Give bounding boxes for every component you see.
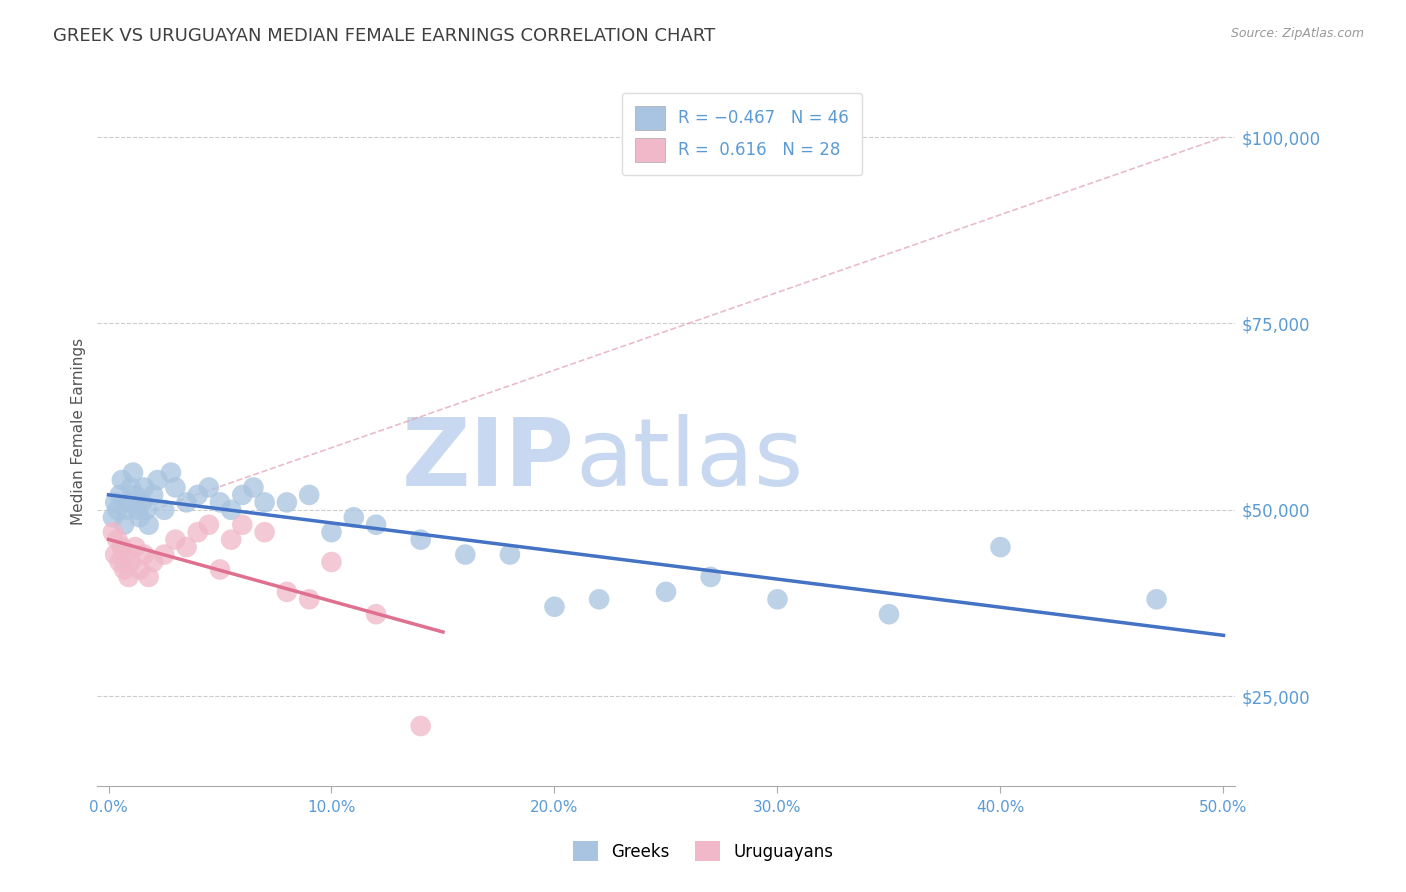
Point	[153, 503, 176, 517]
Point	[409, 719, 432, 733]
Point	[298, 488, 321, 502]
Point	[165, 480, 187, 494]
Point	[107, 533, 129, 547]
Point	[242, 480, 264, 494]
Point	[115, 548, 138, 562]
Point	[699, 570, 721, 584]
Point	[231, 517, 253, 532]
Point	[276, 495, 298, 509]
Point	[208, 562, 231, 576]
Point	[343, 510, 366, 524]
Point	[1146, 592, 1168, 607]
Point	[115, 503, 138, 517]
Point	[112, 562, 135, 576]
Point	[655, 584, 678, 599]
Point	[108, 555, 131, 569]
Point	[219, 503, 242, 517]
Point	[138, 517, 160, 532]
Y-axis label: Median Female Earnings: Median Female Earnings	[72, 338, 86, 525]
Point	[176, 540, 198, 554]
Point	[454, 548, 477, 562]
Point	[253, 525, 276, 540]
Point	[409, 533, 432, 547]
Point	[146, 473, 169, 487]
Point	[176, 495, 198, 509]
Point	[124, 488, 146, 502]
Point	[111, 540, 134, 554]
Point	[101, 510, 124, 524]
Point	[131, 495, 153, 509]
Point	[276, 584, 298, 599]
Point	[877, 607, 900, 622]
Point	[543, 599, 565, 614]
Point	[135, 503, 157, 517]
Text: ZIP: ZIP	[402, 414, 575, 506]
Point	[104, 495, 127, 509]
Point	[198, 480, 221, 494]
Point	[208, 495, 231, 509]
Point	[153, 548, 176, 562]
Point	[112, 517, 135, 532]
Point	[231, 488, 253, 502]
Point	[160, 466, 183, 480]
Point	[219, 533, 242, 547]
Point	[134, 480, 156, 494]
Point	[142, 555, 165, 569]
Point	[499, 548, 522, 562]
Point	[321, 555, 343, 569]
Point	[101, 525, 124, 540]
Point	[111, 473, 134, 487]
Legend: Greeks, Uruguayans: Greeks, Uruguayans	[560, 828, 846, 875]
Point	[117, 570, 139, 584]
Legend: R = −0.467   N = 46, R =  0.616   N = 28: R = −0.467 N = 46, R = 0.616 N = 28	[621, 93, 862, 175]
Point	[588, 592, 610, 607]
Point	[104, 548, 127, 562]
Point	[124, 540, 146, 554]
Point	[108, 488, 131, 502]
Point	[120, 555, 142, 569]
Point	[364, 607, 387, 622]
Point	[364, 517, 387, 532]
Point	[187, 488, 209, 502]
Text: GREEK VS URUGUAYAN MEDIAN FEMALE EARNINGS CORRELATION CHART: GREEK VS URUGUAYAN MEDIAN FEMALE EARNING…	[53, 27, 716, 45]
Point	[766, 592, 789, 607]
Text: atlas: atlas	[575, 414, 803, 506]
Point	[198, 517, 221, 532]
Point	[321, 525, 343, 540]
Point	[990, 540, 1012, 554]
Point	[122, 466, 145, 480]
Point	[120, 480, 142, 494]
Point	[138, 570, 160, 584]
Point	[128, 562, 150, 576]
Point	[117, 495, 139, 509]
Point	[134, 548, 156, 562]
Point	[187, 525, 209, 540]
Point	[142, 488, 165, 502]
Text: Source: ZipAtlas.com: Source: ZipAtlas.com	[1230, 27, 1364, 40]
Point	[128, 510, 150, 524]
Point	[107, 503, 129, 517]
Point	[165, 533, 187, 547]
Point	[253, 495, 276, 509]
Point	[127, 503, 149, 517]
Point	[298, 592, 321, 607]
